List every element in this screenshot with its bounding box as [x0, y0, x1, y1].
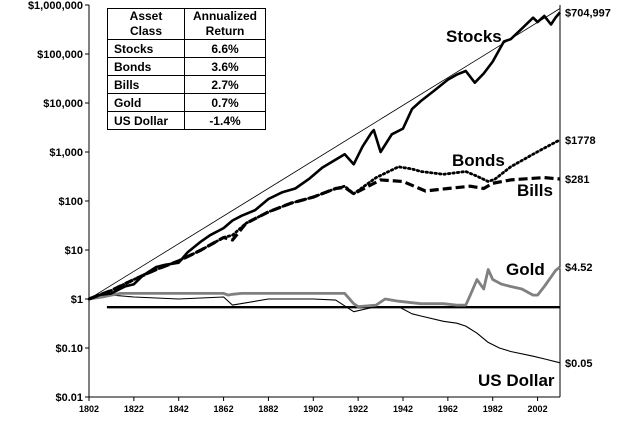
legend-asset: Gold [107, 93, 185, 112]
legend-return: -1.4% [184, 111, 266, 130]
legend-return: 2.7% [184, 75, 266, 94]
end-label-bonds: $1778 [565, 135, 596, 147]
series-line-stocks [88, 11, 561, 301]
y-tick-label: $0.01 [55, 392, 83, 404]
x-tick-label: 1982 [483, 404, 503, 414]
x-tick-label: 1902 [303, 404, 323, 414]
series-line-trend-thin [88, 8, 561, 300]
x-tick-label: 1842 [169, 404, 189, 414]
legend-asset: Stocks [107, 39, 185, 58]
series-layer [87, 8, 562, 364]
end-label-bills: $281 [565, 174, 589, 186]
legend-row-bonds: Bonds 3.6% [107, 57, 266, 76]
legend-return: 0.7% [184, 93, 266, 112]
x-tick-label: 1922 [348, 404, 368, 414]
y-tick-label: $10 [65, 245, 83, 257]
legend-row-bills: Bills 2.7% [107, 75, 266, 94]
end-label-us-dollar: $0.05 [565, 358, 593, 370]
legend-row-stocks: Stocks 6.6% [107, 39, 266, 58]
legend-header-return: Annualized Return [184, 8, 266, 40]
x-tick-label: 1802 [79, 404, 99, 414]
legend-asset: Bonds [107, 57, 185, 76]
y-tick-label: $1,000,000 [28, 0, 83, 12]
series-line-bills [88, 176, 561, 301]
series-label-stocks: Stocks [446, 27, 502, 46]
legend-header-asset: Asset Class [107, 8, 185, 40]
x-tick-label: 1862 [214, 404, 234, 414]
axes: $1,000,000 $100,000 $10,000 $1,000 $100 $10 $1… [28, 0, 561, 414]
legend-row-us-dollar: US Dollar -1.4% [107, 111, 266, 130]
x-tick-label: 1822 [124, 404, 144, 414]
legend-asset: Bills [107, 75, 185, 94]
y-tick-label: $1 [71, 294, 83, 306]
series-line-gold [88, 265, 561, 308]
x-tick-label: 1942 [393, 404, 413, 414]
series-label-bonds: Bonds [452, 151, 505, 170]
x-tick-label: 1882 [258, 404, 278, 414]
legend-asset: US Dollar [107, 111, 185, 130]
x-tick-label: 1962 [438, 404, 458, 414]
legend-return: 3.6% [184, 57, 266, 76]
legend-header-row: Asset Class Annualized Return [107, 8, 266, 40]
y-tick-label: $10,000 [43, 98, 83, 110]
series-label-us-dollar: US Dollar [478, 371, 555, 390]
series-line-us-dollar [88, 294, 561, 364]
y-tick-label: $1,000 [49, 147, 83, 159]
y-tick-label: $100,000 [37, 49, 83, 61]
series-line-bonds [87, 138, 562, 301]
legend-return: 6.6% [184, 39, 266, 58]
legend-table: Asset Class Annualized Return Stocks 6.6… [107, 8, 266, 130]
y-tick-label: $0.10 [55, 343, 83, 355]
end-label-stocks: $704,997 [565, 7, 611, 19]
legend-row-gold: Gold 0.7% [107, 93, 266, 112]
series-label-bills: Bills [517, 181, 553, 200]
labels-layer: $704,997 $1778 $281 $4.52 $0.05 Stocks Bonds Bi… [446, 7, 611, 390]
y-tick-label: $100 [59, 196, 83, 208]
x-tick-label: 2002 [528, 404, 548, 414]
series-label-gold: Gold [506, 260, 545, 279]
end-label-gold: $4.52 [565, 262, 593, 274]
